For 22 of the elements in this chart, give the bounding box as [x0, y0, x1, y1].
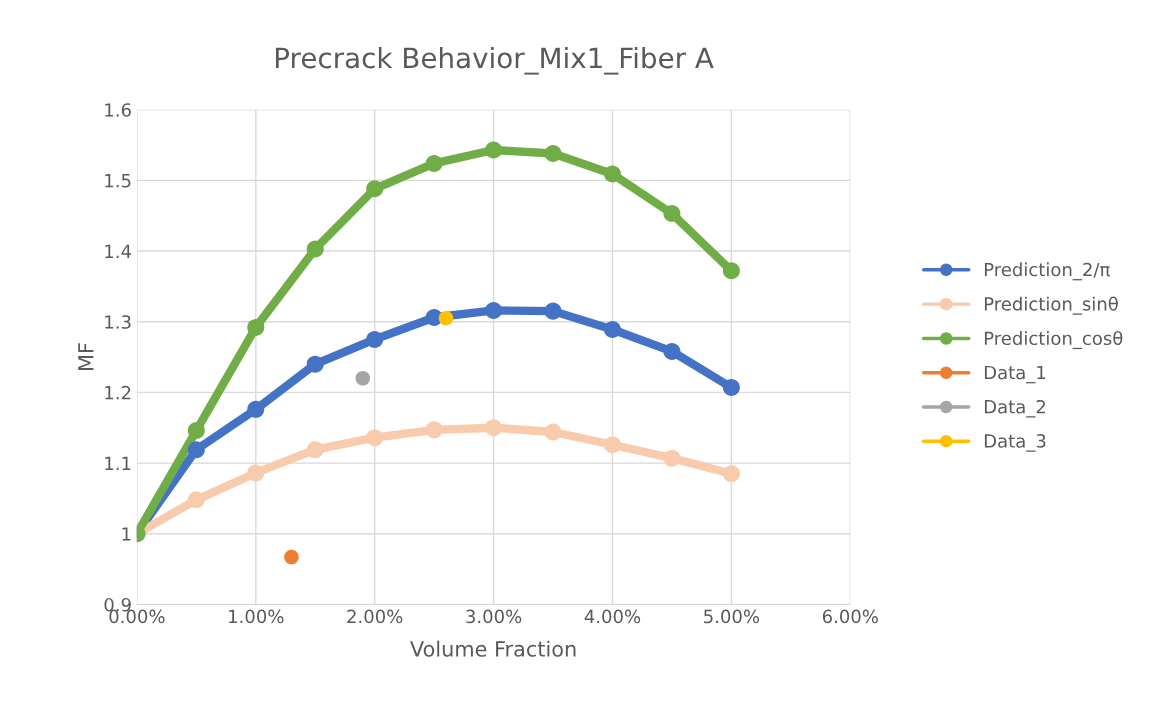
y-tick-label: 1.4 — [105, 244, 132, 258]
legend-label: Prediction_2/π — [984, 262, 1110, 281]
y-tick-label: 1 — [122, 527, 131, 541]
x-tick-label: 2.00% — [347, 609, 403, 624]
chart-title: Precrack Behavior_Mix1_Fiber A — [275, 46, 714, 75]
legend-label: Data_3 — [984, 434, 1046, 452]
x-tick-label: 4.00% — [584, 609, 641, 624]
y-tick-label: 1.5 — [105, 174, 131, 188]
y-tick-label: 1.6 — [105, 103, 131, 117]
y-tick-label: 1.2 — [105, 385, 131, 400]
x-tick-label: 1.00% — [229, 609, 284, 624]
x-tick-label: 6.00% — [822, 609, 878, 624]
x-tick-label: 3.00% — [466, 609, 522, 624]
y-axis-title: MF — [78, 343, 94, 370]
legend-label: Prediction_cosθ — [984, 330, 1123, 350]
legend-label: Prediction_sinθ — [984, 296, 1118, 315]
legend-label: Data_2 — [984, 399, 1045, 418]
y-tick-label: 1.1 — [105, 456, 131, 470]
legend-label: Data_1 — [984, 365, 1046, 384]
x-tick-label: 5.00% — [704, 609, 760, 624]
y-tick-label: 1.3 — [105, 315, 131, 329]
x-axis-title: Volume Fraction — [410, 640, 576, 657]
